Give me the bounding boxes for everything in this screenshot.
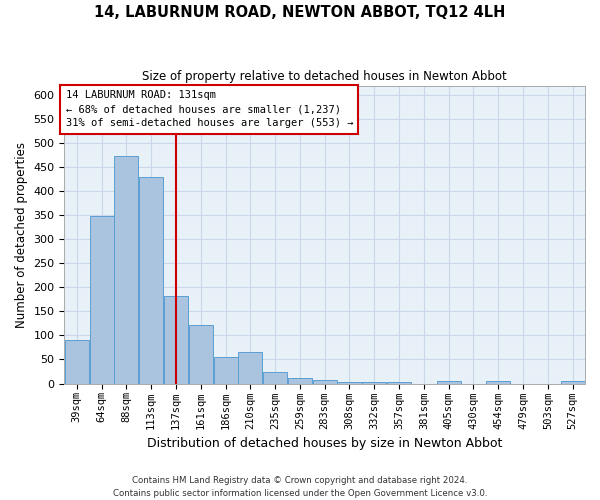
Bar <box>115 156 139 384</box>
Y-axis label: Number of detached properties: Number of detached properties <box>15 142 28 328</box>
Text: 14, LABURNUM ROAD, NEWTON ABBOT, TQ12 4LH: 14, LABURNUM ROAD, NEWTON ABBOT, TQ12 4L… <box>94 5 506 20</box>
Bar <box>65 340 89 384</box>
Bar <box>263 372 287 384</box>
Bar <box>486 381 510 384</box>
Bar <box>337 382 362 384</box>
Text: Contains HM Land Registry data © Crown copyright and database right 2024.
Contai: Contains HM Land Registry data © Crown c… <box>113 476 487 498</box>
Bar <box>238 352 262 384</box>
Bar <box>139 177 163 384</box>
Text: 14 LABURNUM ROAD: 131sqm
← 68% of detached houses are smaller (1,237)
31% of sem: 14 LABURNUM ROAD: 131sqm ← 68% of detach… <box>65 90 353 128</box>
Bar <box>313 380 337 384</box>
X-axis label: Distribution of detached houses by size in Newton Abbot: Distribution of detached houses by size … <box>147 437 502 450</box>
Bar <box>164 296 188 384</box>
Bar <box>362 382 386 384</box>
Bar <box>560 380 584 384</box>
Bar <box>437 381 461 384</box>
Bar <box>214 357 238 384</box>
Title: Size of property relative to detached houses in Newton Abbot: Size of property relative to detached ho… <box>142 70 507 83</box>
Bar <box>387 382 411 384</box>
Bar <box>89 216 113 384</box>
Bar <box>288 378 312 384</box>
Bar <box>189 325 213 384</box>
